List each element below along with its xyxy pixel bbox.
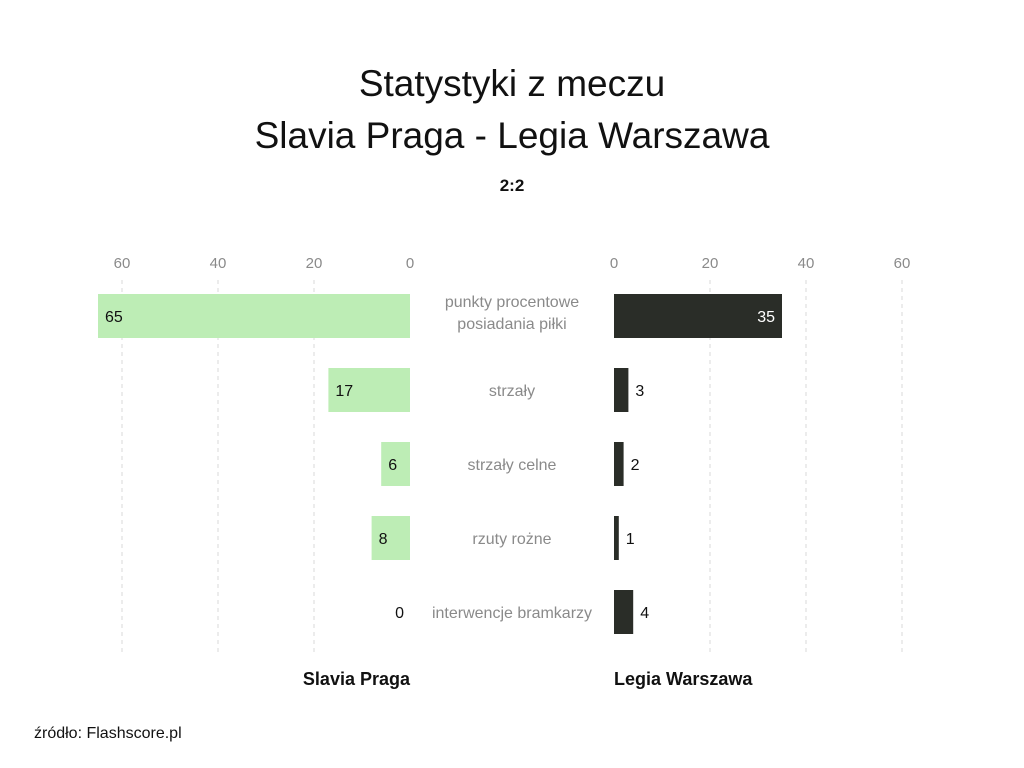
tick-left-0: 0 bbox=[406, 255, 414, 272]
bar-legia-0 bbox=[614, 294, 782, 338]
chart-footer: Slavia Praga Legia Warszawa źródło: Flashs… bbox=[34, 669, 753, 742]
value-legia-0: 35 bbox=[757, 309, 775, 326]
bar-slavia-3 bbox=[371, 516, 410, 560]
category-label-0-line-0: punkty procentowe bbox=[445, 294, 579, 311]
value-legia-1: 3 bbox=[635, 383, 644, 400]
category-label-4: interwencje bramkarzy bbox=[432, 605, 592, 622]
match-score: 2:2 bbox=[500, 176, 525, 195]
tick-right-0: 0 bbox=[610, 255, 618, 272]
value-slavia-1: 17 bbox=[335, 383, 353, 400]
bars bbox=[98, 294, 782, 634]
value-legia-4: 4 bbox=[640, 605, 649, 622]
category-label-0-line-1: posiadania piłki bbox=[457, 316, 566, 333]
bar-slavia-1 bbox=[328, 368, 410, 412]
bar-legia-3 bbox=[614, 516, 619, 560]
bar-slavia-2 bbox=[381, 442, 410, 486]
value-slavia-2: 6 bbox=[388, 457, 397, 474]
value-legia-2: 2 bbox=[631, 457, 640, 474]
tick-right-40: 40 bbox=[798, 255, 815, 272]
chart-titles: Statystyki z meczu Slavia Praga - Legia W… bbox=[255, 63, 770, 195]
tick-left-40: 40 bbox=[210, 255, 227, 272]
team-label-slavia: Slavia Praga bbox=[303, 669, 411, 689]
bar-slavia-0 bbox=[98, 294, 410, 338]
category-label-1: strzały bbox=[489, 383, 535, 400]
category-label-3: rzuty rożne bbox=[472, 531, 551, 548]
bar-labels: 65 35 punkty procentowe posiadania piłki 17 3… bbox=[105, 294, 775, 622]
bar-legia-2 bbox=[614, 442, 624, 486]
chart-title-line-2: Slavia Praga - Legia Warszawa bbox=[255, 115, 770, 156]
team-label-legia: Legia Warszawa bbox=[614, 669, 753, 689]
value-slavia-4: 0 bbox=[395, 605, 404, 622]
value-slavia-3: 8 bbox=[379, 531, 388, 548]
chart-title: Statystyki z meczu bbox=[359, 63, 665, 104]
tick-right-60: 60 bbox=[894, 255, 911, 272]
tick-left-60: 60 bbox=[114, 255, 131, 272]
tick-left-20: 20 bbox=[306, 255, 323, 272]
axis-ticks: 0 0 20 20 40 40 60 60 bbox=[114, 255, 911, 272]
source-note: źródło: Flashscore.pl bbox=[34, 725, 182, 742]
value-slavia-0: 65 bbox=[105, 309, 123, 326]
category-label-2: strzały celne bbox=[468, 457, 557, 474]
tick-right-20: 20 bbox=[702, 255, 719, 272]
value-legia-3: 1 bbox=[626, 531, 635, 548]
bar-legia-1 bbox=[614, 368, 629, 412]
gridlines bbox=[121, 280, 903, 652]
bar-legia-4 bbox=[614, 590, 634, 634]
